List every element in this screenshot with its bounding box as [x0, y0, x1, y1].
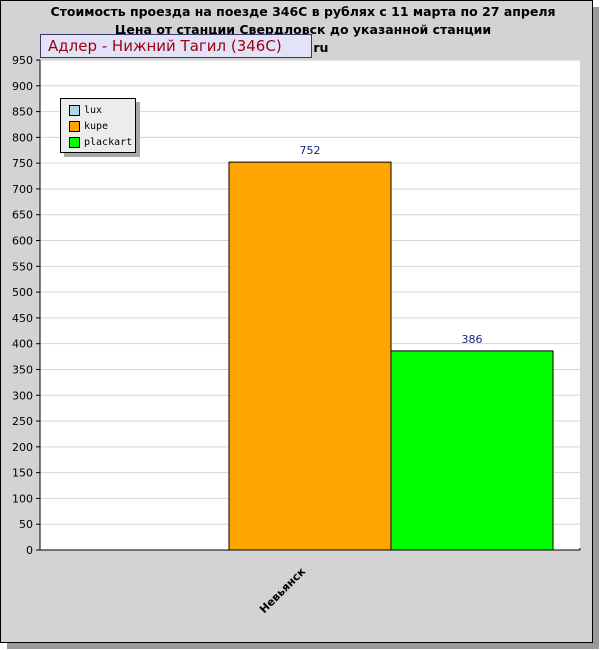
y-tick-label: 800	[12, 131, 33, 144]
frame-shadow-bottom	[7, 643, 599, 649]
legend-item-lux: lux	[69, 102, 135, 118]
y-tick-label: 600	[12, 235, 33, 248]
bar-plackart	[390, 350, 554, 551]
legend-label: plackart	[84, 136, 133, 148]
y-tick-label: 200	[12, 441, 33, 454]
y-tick-label: 150	[12, 467, 33, 480]
legend-swatch	[69, 136, 80, 148]
route-label: Адлер - Нижний Тагил (346С)	[40, 34, 312, 58]
legend-item-kupe: kupe	[69, 118, 135, 134]
y-tick-label: 750	[12, 157, 33, 170]
legend-item-plackart: plackart	[69, 134, 135, 150]
data-label-kupe: 752	[300, 144, 321, 157]
legend: lux kupe plackart	[60, 98, 136, 153]
y-tick-label: 450	[12, 312, 33, 325]
y-tick-label: 550	[12, 260, 33, 273]
chart-subtitle: Цена от станции Свердловск до указанной …	[114, 22, 492, 37]
y-tick-label: 500	[12, 286, 33, 299]
bar-kupe	[228, 161, 392, 551]
y-tick-label: 300	[12, 389, 33, 402]
y-tick-label: 900	[12, 80, 33, 93]
y-tick-label: 700	[12, 183, 33, 196]
y-tick-label: 250	[12, 415, 33, 428]
y-tick-label: 350	[12, 363, 33, 376]
y-tick-label: 950	[12, 54, 33, 67]
frame-shadow-right	[593, 7, 599, 649]
legend-label: kupe	[84, 120, 109, 132]
legend-swatch	[69, 120, 80, 132]
data-label-plackart: 386	[462, 333, 483, 346]
legend-swatch	[69, 104, 80, 116]
chart-title: Стоимость проезда на поезде 346С в рубля…	[50, 4, 556, 19]
y-tick-label: 100	[12, 492, 33, 505]
y-tick-label: 50	[19, 518, 33, 531]
y-tick-label: 0	[26, 544, 33, 557]
y-tick-label: 850	[12, 106, 33, 119]
legend-label: lux	[84, 104, 103, 116]
y-tick-label: 650	[12, 209, 33, 222]
y-tick-label: 400	[12, 338, 33, 351]
x-category-label: Невьянск	[257, 565, 308, 616]
